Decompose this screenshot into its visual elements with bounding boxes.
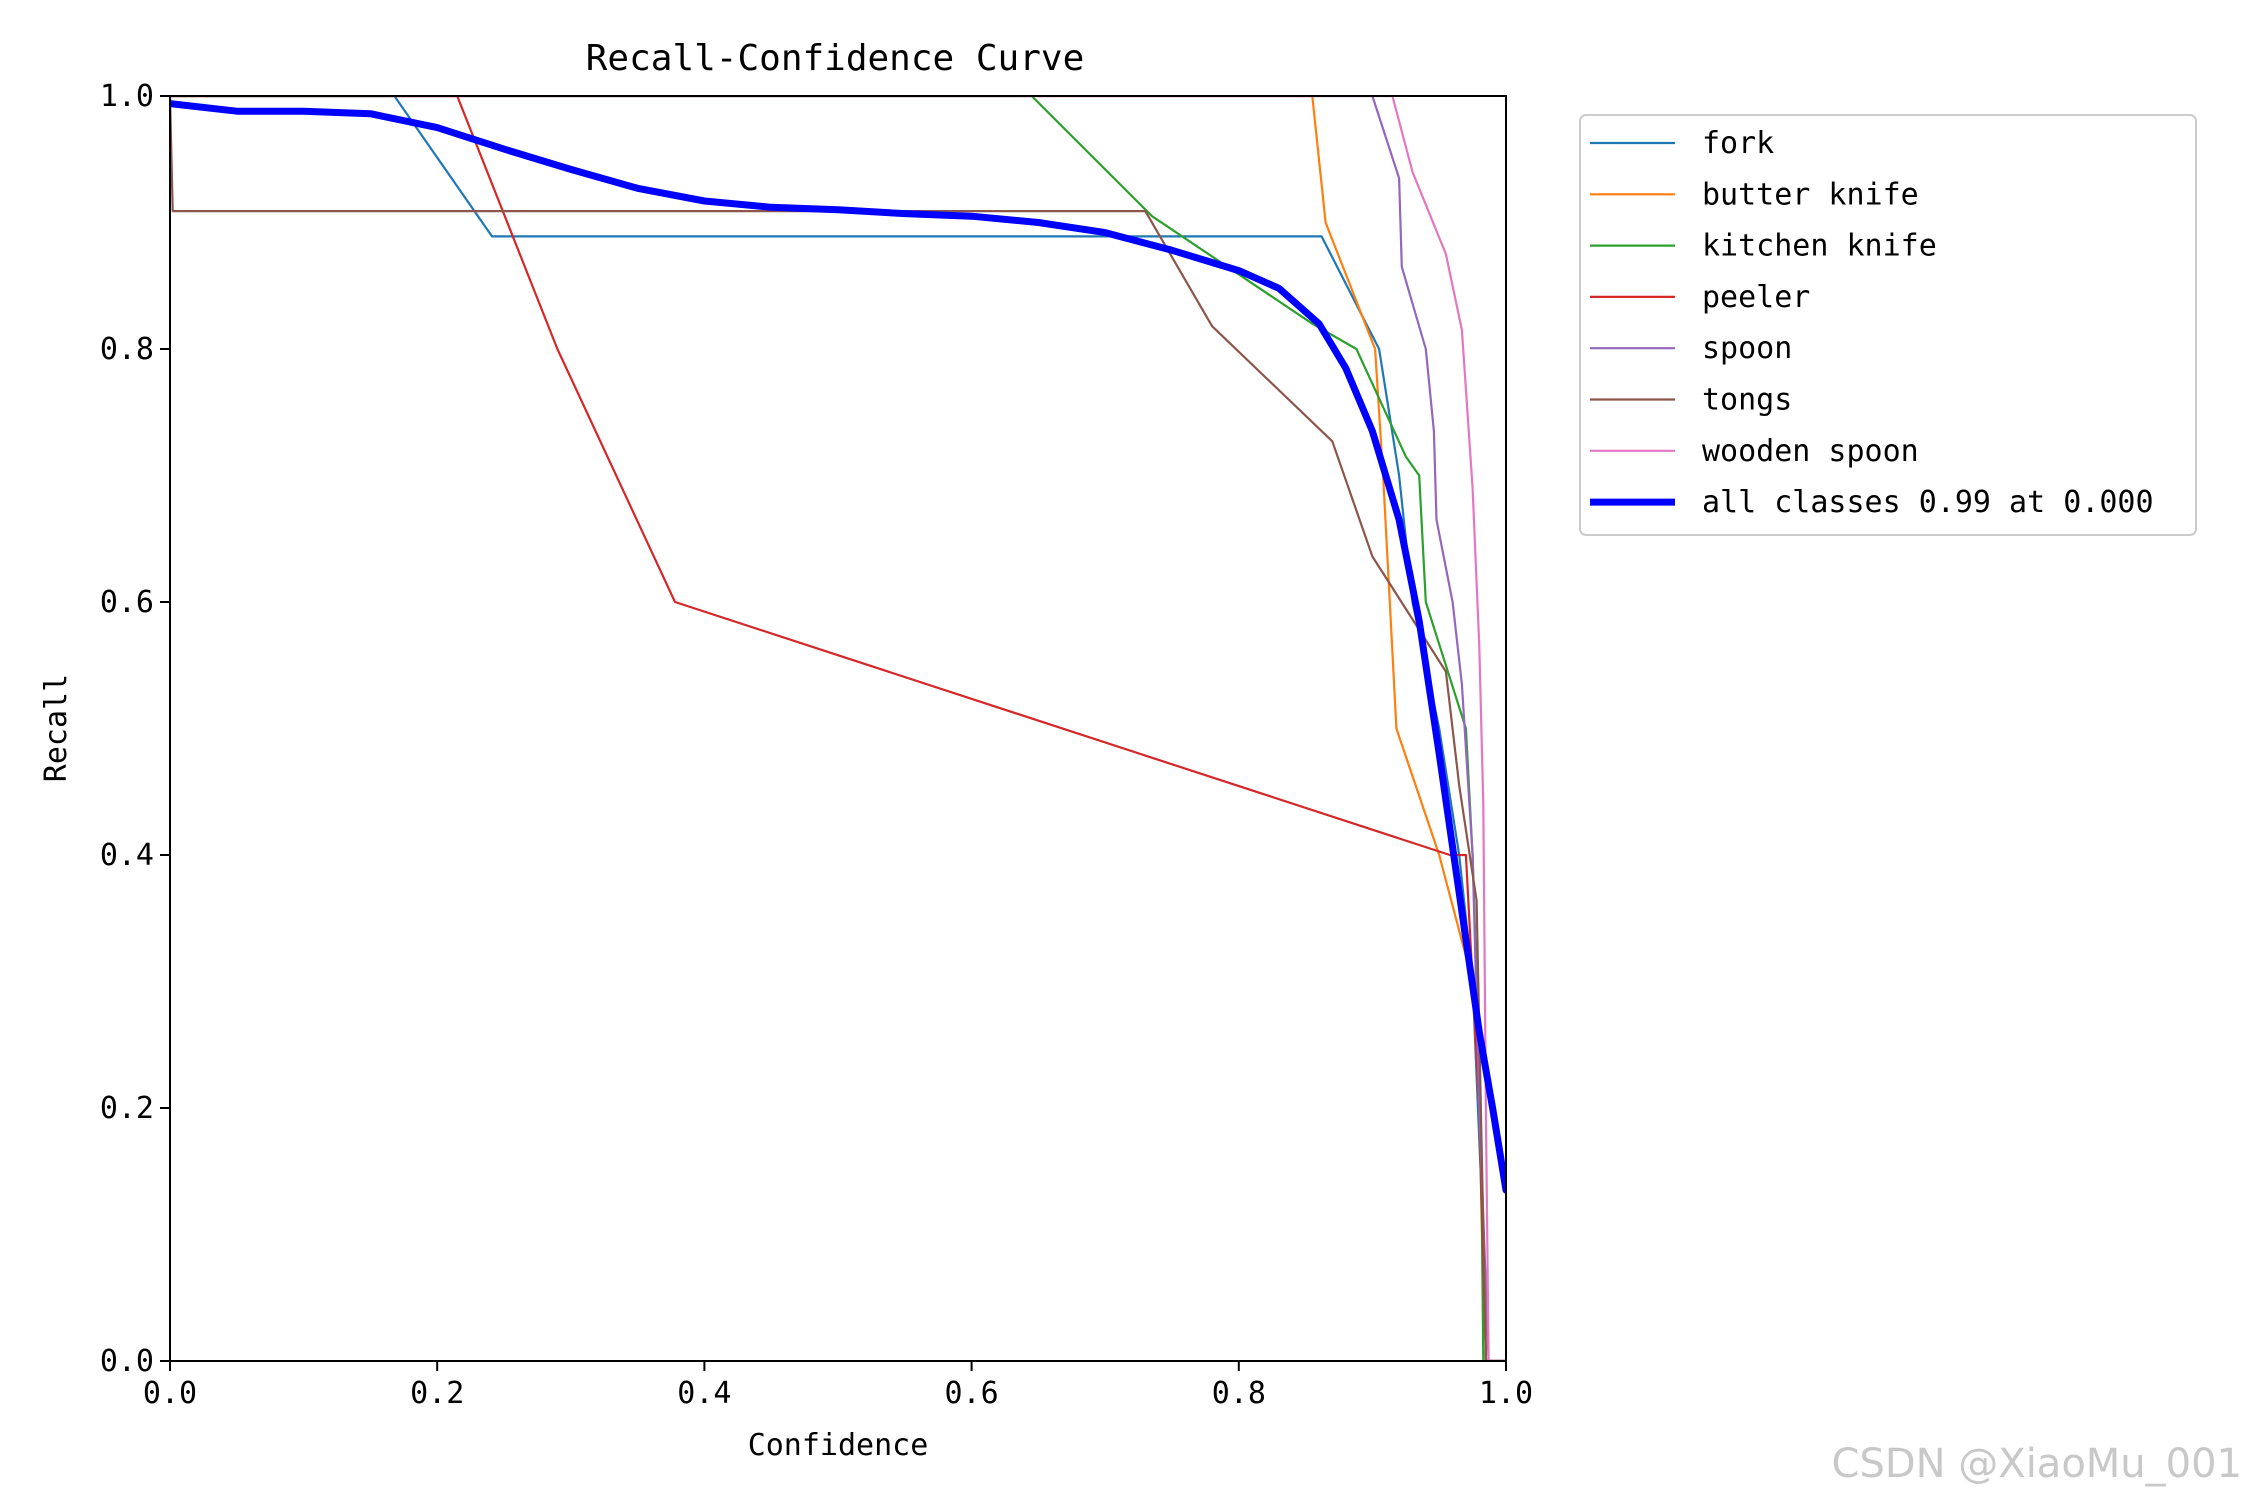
y-tick-label: 0.2 [100, 1091, 154, 1126]
legend-label-all-classes-0-99-at-0-000: all classes 0.99 at 0.000 [1702, 485, 2154, 520]
x-tick-label: 0.6 [945, 1376, 999, 1411]
x-tick-label: 0.4 [677, 1376, 731, 1411]
chart-title: Recall-Confidence Curve [586, 38, 1085, 79]
plot-frame [169, 95, 1507, 1362]
x-tick-label: 0.2 [410, 1376, 464, 1411]
x-axis: 0.0 0.2 0.4 0.6 0.8 1.0 [143, 1361, 1533, 1411]
series-line-spoon [170, 96, 1506, 1361]
x-axis-label: Confidence [748, 1428, 929, 1463]
legend-label-wooden-spoon: wooden spoon [1702, 434, 1919, 469]
y-tick-label: 1.0 [100, 79, 154, 114]
x-tick-label: 0.8 [1212, 1376, 1266, 1411]
legend-label-spoon: spoon [1702, 331, 1792, 366]
legend-label-butter-knife: butter knife [1702, 177, 1919, 212]
watermark: CSDN @XiaoMu_001 [1832, 1441, 2242, 1487]
legend-label-kitchen-knife: kitchen knife [1702, 229, 1937, 264]
y-axis-label: Recall [39, 674, 74, 782]
y-tick-label: 0.6 [100, 585, 154, 620]
legend-frame [1579, 114, 2197, 536]
y-tick-label: 0.0 [100, 1344, 154, 1379]
series-line-all-classes-0-99-at-0-000 [170, 100, 1506, 1194]
legend-label-peeler: peeler [1702, 280, 1810, 315]
x-tick-label: 0.0 [143, 1376, 197, 1411]
legend-items: fork butter knife kitchen knife peeler spoon… [1590, 126, 2154, 520]
legend-label-fork: fork [1702, 126, 1774, 161]
legend: fork butter knife kitchen knife peeler spoon… [1579, 114, 2197, 536]
series-layer [170, 96, 1506, 1361]
series-line-wooden-spoon [170, 96, 1506, 1361]
y-tick-label: 0.8 [100, 332, 154, 367]
y-tick-label: 0.4 [100, 838, 154, 873]
y-axis: 0.0 0.2 0.4 0.6 0.8 1.0 [100, 79, 170, 1379]
x-tick-label: 1.0 [1479, 1376, 1533, 1411]
legend-label-tongs: tongs [1702, 383, 1792, 418]
plot-area [169, 95, 1507, 1362]
